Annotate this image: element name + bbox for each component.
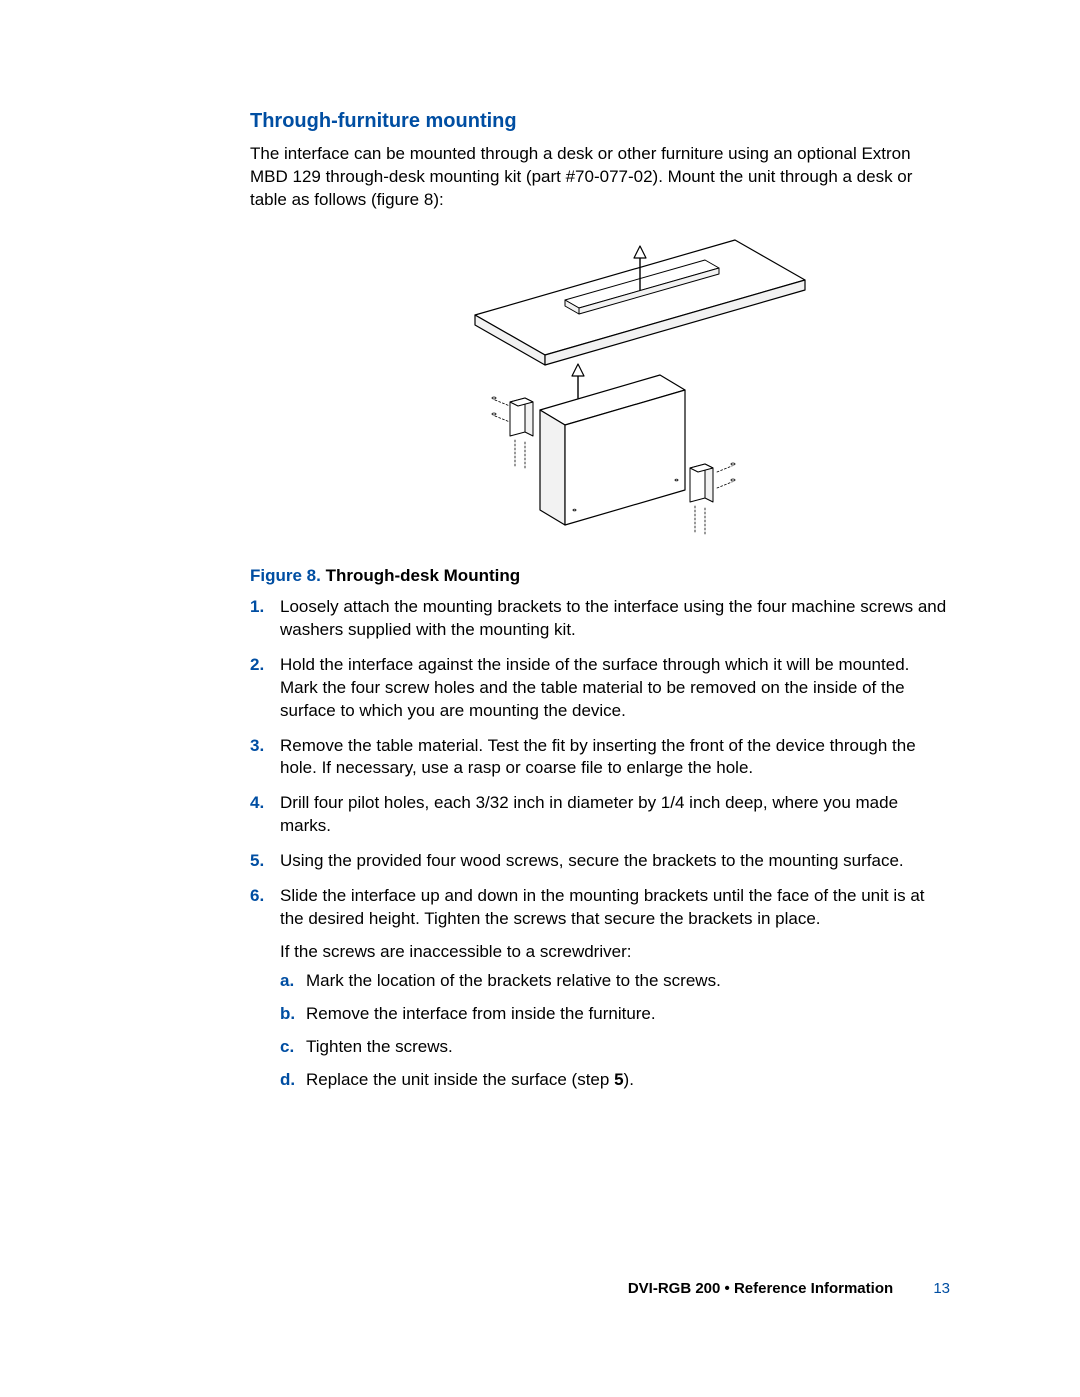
step-number: 3. bbox=[250, 735, 264, 758]
step-item: 1. Loosely attach the mounting brackets t… bbox=[250, 596, 950, 642]
step-item: 6. Slide the interface up and down in the… bbox=[250, 885, 950, 1092]
substep-item: c. Tighten the screws. bbox=[280, 1036, 950, 1059]
step-number: 1. bbox=[250, 596, 264, 619]
figure-title: Through-desk Mounting bbox=[326, 566, 521, 585]
step-number: 2. bbox=[250, 654, 264, 677]
step-number: 6. bbox=[250, 885, 264, 908]
step-item: 4. Drill four pilot holes, each 3/32 inch… bbox=[250, 792, 950, 838]
substep-bold-ref: 5 bbox=[614, 1070, 623, 1089]
substep-item: d. Replace the unit inside the surface (s… bbox=[280, 1069, 950, 1092]
step-text: Loosely attach the mounting brackets to … bbox=[280, 597, 946, 639]
substep-letter: a. bbox=[280, 970, 294, 993]
step-text: Remove the table material. Test the fit … bbox=[280, 736, 916, 778]
steps-list: 1. Loosely attach the mounting brackets t… bbox=[250, 596, 950, 1092]
through-desk-mounting-diagram bbox=[385, 220, 815, 560]
step-number: 5. bbox=[250, 850, 264, 873]
substep-item: b. Remove the interface from inside the f… bbox=[280, 1003, 950, 1026]
substep-letter: d. bbox=[280, 1069, 295, 1092]
page: Through-furniture mounting The interface… bbox=[0, 0, 1080, 1397]
substep-text: Tighten the screws. bbox=[306, 1037, 453, 1056]
substep-letter: b. bbox=[280, 1003, 295, 1026]
figure-caption: Figure 8. Through-desk Mounting bbox=[250, 566, 950, 586]
substep-text: Replace the unit inside the surface (ste… bbox=[306, 1070, 614, 1089]
substep-text: Mark the location of the brackets relati… bbox=[306, 971, 721, 990]
substep-text: Remove the interface from inside the fur… bbox=[306, 1004, 656, 1023]
intro-paragraph: The interface can be mounted through a d… bbox=[250, 143, 950, 212]
step-note: If the screws are inaccessible to a scre… bbox=[280, 941, 950, 964]
step-text: Slide the interface up and down in the m… bbox=[280, 886, 925, 928]
page-footer: DVI-RGB 200 • Reference Information 13 bbox=[628, 1280, 950, 1297]
footer-doc-title: DVI-RGB 200 • Reference Information bbox=[628, 1280, 893, 1297]
substeps-list: a. Mark the location of the brackets rela… bbox=[280, 970, 950, 1092]
step-item: 2. Hold the interface against the inside … bbox=[250, 654, 950, 723]
section-heading: Through-furniture mounting bbox=[250, 110, 950, 133]
step-text: Drill four pilot holes, each 3/32 inch i… bbox=[280, 793, 898, 835]
step-number: 4. bbox=[250, 792, 264, 815]
footer-page-number: 13 bbox=[933, 1280, 950, 1297]
substep-letter: c. bbox=[280, 1036, 294, 1059]
step-item: 5. Using the provided four wood screws, s… bbox=[250, 850, 950, 873]
step-text: Using the provided four wood screws, sec… bbox=[280, 851, 904, 870]
step-text: Hold the interface against the inside of… bbox=[280, 655, 909, 720]
step-item: 3. Remove the table material. Test the fi… bbox=[250, 735, 950, 781]
substep-item: a. Mark the location of the brackets rela… bbox=[280, 970, 950, 993]
substep-tail: ). bbox=[624, 1070, 634, 1089]
figure-diagram bbox=[250, 220, 950, 560]
figure-label: Figure 8. bbox=[250, 566, 321, 585]
